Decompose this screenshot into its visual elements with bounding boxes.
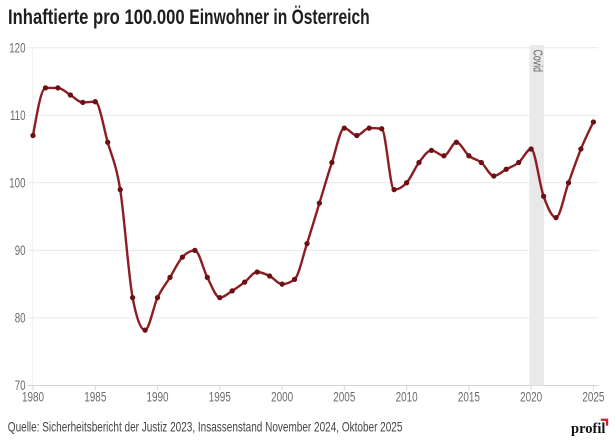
svg-text:Quelle: Sicherheitsbericht der: Quelle: Sicherheitsbericht der Justiz 20… bbox=[8, 419, 403, 435]
svg-text:profil: profil bbox=[571, 421, 605, 437]
svg-text:2015: 2015 bbox=[458, 389, 480, 405]
svg-text:1985: 1985 bbox=[84, 389, 106, 405]
svg-text:90: 90 bbox=[15, 242, 26, 258]
svg-text:1990: 1990 bbox=[146, 389, 168, 405]
svg-text:Covid: Covid bbox=[530, 50, 544, 72]
svg-text:1995: 1995 bbox=[209, 389, 231, 405]
svg-text:2010: 2010 bbox=[396, 389, 418, 405]
svg-text:110: 110 bbox=[10, 107, 26, 123]
svg-text:2025: 2025 bbox=[582, 389, 604, 405]
svg-text:70: 70 bbox=[15, 377, 26, 393]
svg-text:80: 80 bbox=[15, 310, 26, 326]
svg-text:2005: 2005 bbox=[333, 389, 355, 405]
svg-text:120: 120 bbox=[9, 40, 26, 56]
svg-text:2020: 2020 bbox=[520, 389, 542, 405]
svg-text:1980: 1980 bbox=[22, 389, 44, 405]
svg-text:2000: 2000 bbox=[271, 389, 293, 405]
svg-text:Einwohner in Österreich: Einwohner in Österreich bbox=[189, 5, 369, 29]
svg-text:100: 100 bbox=[9, 175, 26, 191]
svg-text:Inhaftierte pro 100.000: Inhaftierte pro 100.000 bbox=[8, 5, 185, 28]
